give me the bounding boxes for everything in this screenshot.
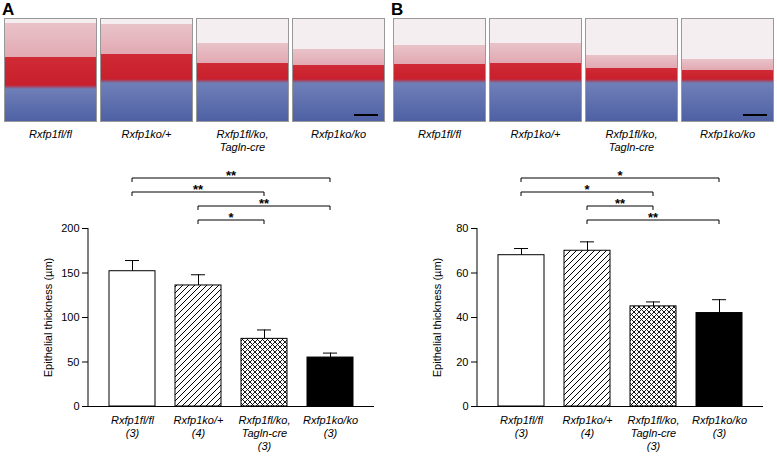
- svg-text:**: **: [226, 168, 237, 183]
- svg-text:40: 40: [456, 311, 468, 323]
- svg-text:Rxfp1fl/ko,Tagln-cre(3): Rxfp1fl/ko,Tagln-cre(3): [239, 414, 291, 451]
- svg-text:**: **: [615, 196, 626, 211]
- html-text:Rxfp1fl/ko, Tagln-cre: Rxfp1fl/ko, Tagln-cre: [605, 128, 658, 153]
- svg-text:**: **: [193, 182, 204, 197]
- svg-text:80: 80: [456, 222, 468, 234]
- html-text:Rxfp1fl/ko, Tagln-cre: Rxfp1fl/ko, Tagln-cre: [216, 128, 269, 153]
- svg-text:60: 60: [456, 267, 468, 279]
- svg-text:Rxfp1fl/fl(3): Rxfp1fl/fl(3): [111, 414, 154, 439]
- svg-text:Rxfp1ko/ko(3): Rxfp1ko/ko(3): [303, 414, 358, 439]
- html-text:Rxfp1ko/ko: Rxfp1ko/ko: [311, 128, 366, 140]
- html-text:Rxfp1ko/+: Rxfp1ko/+: [510, 128, 561, 140]
- svg-text:Rxfp1ko/+(4): Rxfp1ko/+(4): [563, 414, 613, 439]
- svg-text:20: 20: [456, 356, 468, 368]
- html-text:Rxfp1fl/fl: Rxfp1fl/fl: [29, 128, 72, 140]
- svg-text:Rxfp1ko/+(4): Rxfp1ko/+(4): [174, 414, 224, 439]
- svg-text:Rxfp1ko/ko(3): Rxfp1ko/ko(3): [692, 414, 747, 439]
- svg-text:150: 150: [61, 267, 79, 279]
- svg-text:Epithelial thickness (µm): Epithelial thickness (µm): [42, 258, 54, 377]
- svg-text:Epithelial thickness (µm): Epithelial thickness (µm): [431, 258, 443, 377]
- svg-text:**: **: [259, 196, 270, 211]
- svg-text:*: *: [228, 210, 234, 225]
- html-text:A: A: [2, 0, 15, 19]
- html-text:Rxfp1ko/+: Rxfp1ko/+: [121, 128, 172, 140]
- svg-text:**: **: [648, 210, 659, 225]
- svg-text:Rxfp1fl/fl(3): Rxfp1fl/fl(3): [500, 414, 543, 439]
- svg-text:0: 0: [462, 400, 468, 412]
- svg-text:*: *: [584, 182, 590, 197]
- html-text:B: B: [391, 0, 404, 19]
- html-text:Rxfp1ko/ko: Rxfp1ko/ko: [700, 128, 755, 140]
- html-text:Rxfp1fl/fl: Rxfp1fl/fl: [418, 128, 461, 140]
- svg-text:0: 0: [73, 400, 79, 412]
- svg-text:200: 200: [61, 222, 79, 234]
- svg-text:*: *: [617, 168, 623, 183]
- svg-text:50: 50: [67, 356, 79, 368]
- svg-text:100: 100: [61, 311, 79, 323]
- svg-text:Rxfp1fl/ko,Tagln-cre(3): Rxfp1fl/ko,Tagln-cre(3): [628, 414, 680, 451]
